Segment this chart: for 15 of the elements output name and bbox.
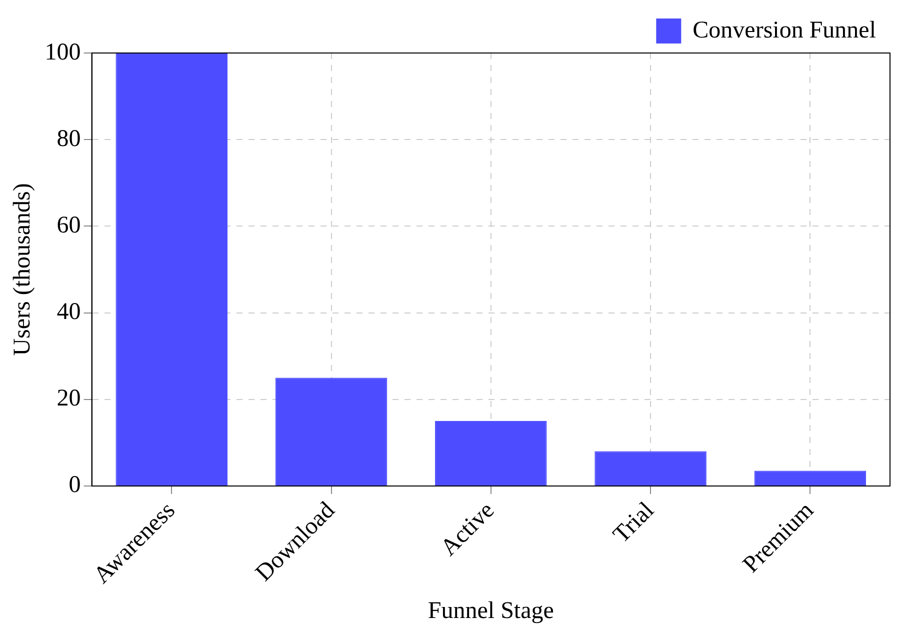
y-tick-label: 80 — [56, 126, 81, 152]
y-tick-label: 100 — [44, 39, 81, 66]
bar — [116, 53, 228, 486]
y-tick-label: 60 — [56, 212, 81, 238]
legend-label: Conversion Funnel — [692, 17, 876, 44]
y-tick-label: 0 — [68, 472, 81, 498]
bar — [435, 421, 547, 486]
bar — [754, 470, 866, 486]
x-tick-label: Trial — [608, 497, 660, 548]
y-tick-label: 40 — [56, 299, 81, 326]
bar — [275, 378, 388, 486]
x-axis-title: Funnel Stage — [428, 598, 554, 624]
bar — [594, 451, 706, 486]
y-axis-title: Users (thousands) — [10, 183, 36, 356]
y-tick-label: 20 — [56, 386, 81, 412]
